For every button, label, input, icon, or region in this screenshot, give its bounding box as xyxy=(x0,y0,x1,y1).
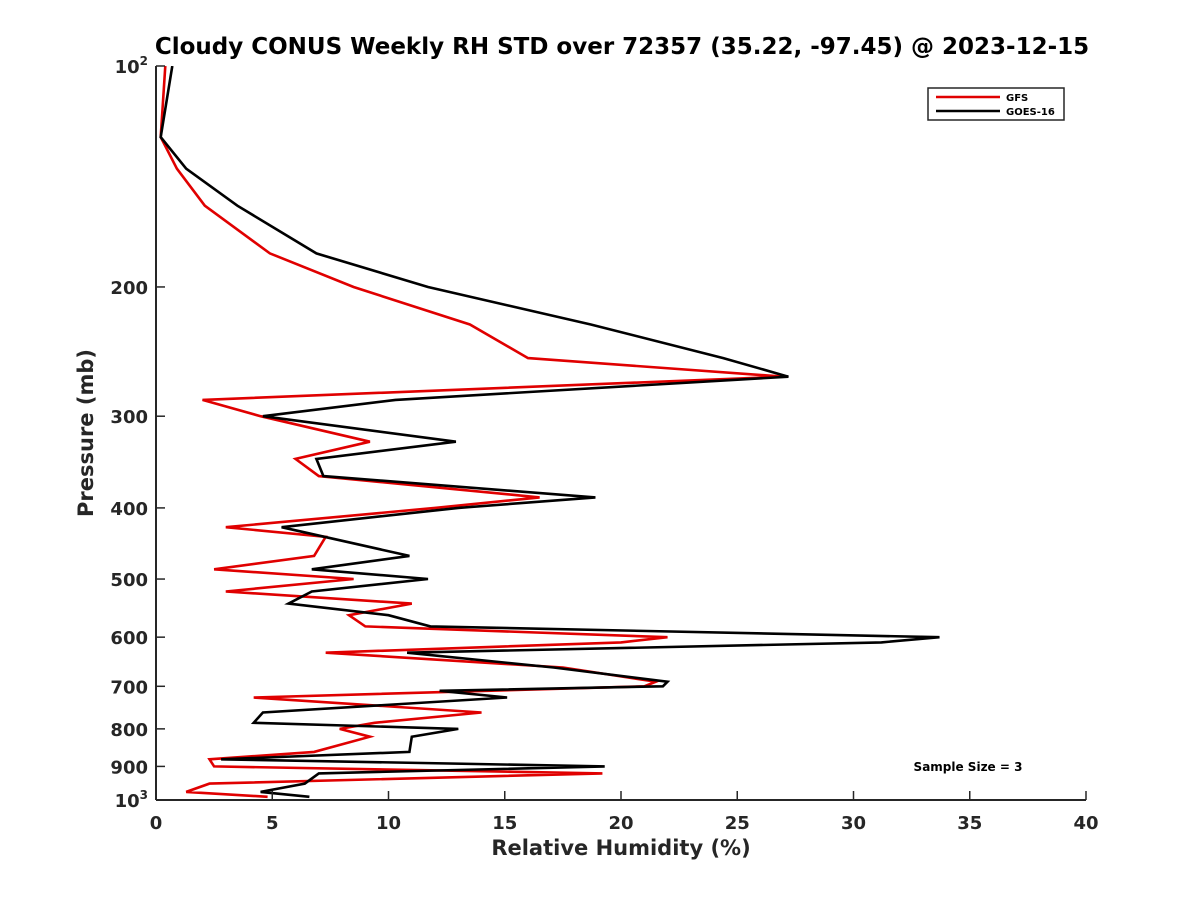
y-tick-label: 102 xyxy=(115,54,148,78)
x-tick-label: 30 xyxy=(841,813,866,834)
x-tick-label: 0 xyxy=(150,813,163,834)
legend-label-gfs: GFS xyxy=(1006,93,1028,104)
x-tick-label: 40 xyxy=(1073,813,1098,834)
x-tick-label: 25 xyxy=(725,813,750,834)
y-tick-label: 900 xyxy=(110,757,148,778)
x-tick-label: 5 xyxy=(266,813,279,834)
x-tick-label: 20 xyxy=(608,813,633,834)
y-tick-label: 103 xyxy=(115,788,148,812)
series-line-goes16 xyxy=(159,66,940,799)
sample-size-annotation: Sample Size = 3 xyxy=(914,760,1023,774)
y-tick-base: 10 xyxy=(115,791,140,812)
x-axis-label: Relative Humidity (%) xyxy=(491,836,750,860)
x-axis-ticks: 0 5 10 15 20 25 30 35 40 xyxy=(150,791,1099,834)
y-tick-label: 800 xyxy=(110,720,148,741)
y-tick-label: 400 xyxy=(110,499,148,520)
y-tick-label: 500 xyxy=(110,570,148,591)
y-tick-base: 10 xyxy=(115,57,140,78)
y-axis-label: Pressure (mb) xyxy=(74,349,98,517)
x-tick-label: 10 xyxy=(376,813,401,834)
x-tick-label: 15 xyxy=(492,813,517,834)
x-tick-label: 35 xyxy=(957,813,982,834)
y-tick-label: 600 xyxy=(110,628,148,649)
legend-label-goes16: GOES-16 xyxy=(1006,107,1055,118)
y-tick-exponent: 2 xyxy=(140,54,148,68)
y-tick-label: 700 xyxy=(110,677,148,698)
chart-title: Cloudy CONUS Weekly RH STD over 72357 (3… xyxy=(155,34,1089,60)
y-tick-label: 300 xyxy=(110,407,148,428)
legend: GFS GOES-16 xyxy=(927,87,1065,121)
legend-box xyxy=(927,87,1065,121)
series-layer xyxy=(159,66,940,799)
series-line-gfs xyxy=(159,66,784,799)
y-tick-exponent: 3 xyxy=(140,788,148,802)
y-tick-label: 200 xyxy=(110,278,148,299)
